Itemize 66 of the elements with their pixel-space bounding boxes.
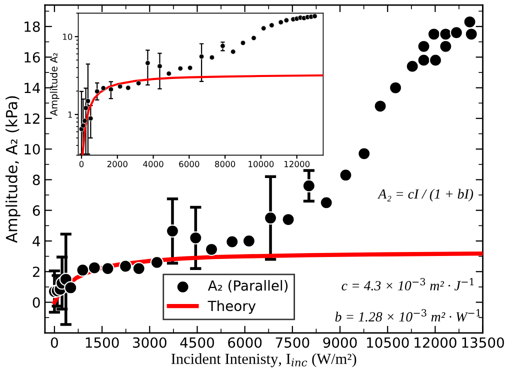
point — [189, 231, 202, 244]
x-tick-label: 12000 — [284, 160, 310, 168]
point — [320, 196, 333, 210]
point — [242, 234, 256, 248]
point — [264, 211, 278, 225]
annotation: A₂ = cI / (1 + bI) — [377, 188, 474, 202]
y-tick-label: 10 — [24, 144, 40, 155]
y-tick-label: 12 — [24, 113, 40, 124]
y-tick-label: 18 — [24, 21, 40, 32]
x-tick-label: 1500 — [86, 337, 119, 348]
y-tick-label: 0 — [32, 297, 40, 308]
point — [406, 60, 419, 73]
point — [417, 40, 430, 53]
point — [339, 168, 352, 182]
x-tick-label: 13500 — [462, 337, 504, 348]
x-tick-label: 9000 — [323, 337, 357, 348]
point — [427, 28, 440, 41]
y-tick-label: 8 — [32, 174, 40, 186]
legend-label: A₂ (Parallel) — [208, 280, 288, 292]
point — [166, 224, 180, 238]
point — [388, 81, 402, 94]
x-tick-label: 10000 — [248, 160, 274, 168]
y-axis-title: Amplitude A₂ — [50, 53, 60, 116]
x-tick-label: 4000 — [143, 160, 164, 168]
point — [204, 242, 218, 256]
y-tick-label: 1 — [68, 112, 72, 118]
point — [302, 179, 316, 192]
x-tick-label: 8000 — [215, 160, 236, 168]
x-tick-label: 10500 — [367, 337, 409, 348]
point — [118, 260, 132, 273]
x-axis-title: Incident Intenisty, I$_{inc}$ (W/m²) — [171, 353, 356, 368]
y-tick-label: 2 — [32, 266, 40, 277]
point — [428, 54, 442, 67]
legend-label: Theory — [208, 300, 256, 314]
annotation: b = 1.28 × 10$^{−3}$ m² · W$^{−1}$ — [335, 309, 480, 322]
point — [76, 264, 90, 277]
point — [463, 15, 476, 28]
point — [374, 100, 387, 113]
point — [439, 40, 452, 53]
point — [88, 261, 102, 274]
y-axis-title: Amplitude, A₂ (kPa) — [6, 96, 20, 243]
point — [101, 262, 114, 276]
point — [358, 147, 371, 160]
x-tick-label: 3000 — [133, 337, 166, 348]
x-tick-label: 7500 — [276, 337, 310, 348]
point — [150, 256, 164, 269]
y-tick-label: 16 — [24, 52, 40, 63]
x-tick-label: 4500 — [180, 337, 214, 348]
point — [450, 26, 464, 40]
x-tick-label: 2000 — [107, 160, 128, 168]
point — [282, 212, 295, 226]
point — [464, 28, 478, 41]
point — [226, 235, 239, 248]
y-tick-label: 6 — [32, 205, 40, 216]
x-tick-label: 6000 — [179, 160, 200, 168]
x-tick-label: 0 — [79, 160, 84, 168]
x-tick-label: 6000 — [228, 337, 262, 348]
point — [417, 54, 430, 67]
annotation: c = 4.3 × 10$^{−3}$ m² · J$^{−1}$ — [342, 278, 474, 290]
x-tick-label: 12000 — [414, 337, 456, 348]
point — [132, 262, 146, 276]
y-tick-label: 14 — [24, 82, 40, 94]
y-tick-label: 10 — [63, 34, 72, 40]
x-tick-label: 0 — [50, 337, 58, 348]
point — [439, 28, 452, 41]
y-tick-label: 4 — [32, 236, 40, 246]
